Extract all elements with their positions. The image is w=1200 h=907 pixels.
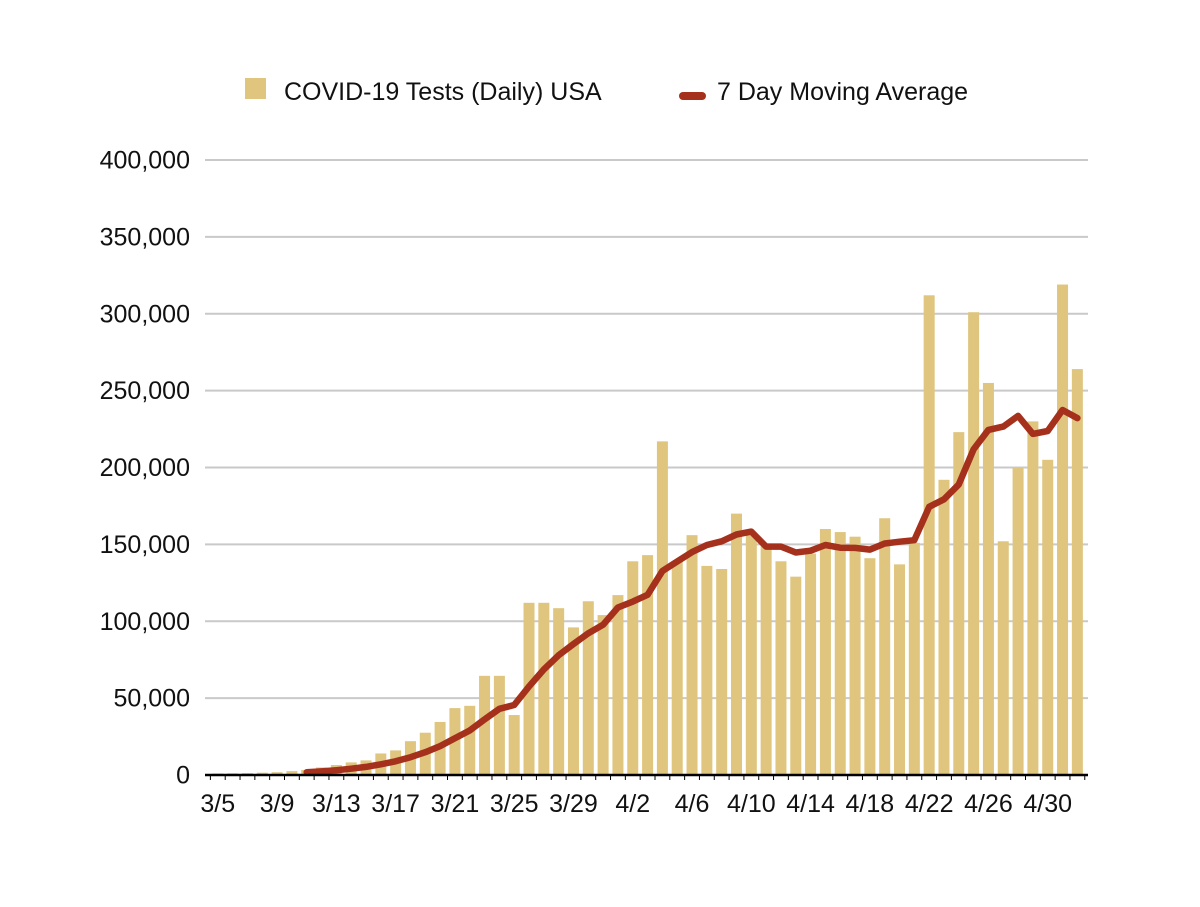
bar (538, 602, 550, 775)
bar (968, 312, 980, 775)
bar (1012, 467, 1024, 775)
gridlines-layer (205, 159, 1088, 700)
bar (894, 564, 906, 775)
y-tick-label: 100,000 (100, 608, 190, 636)
bar (908, 542, 920, 775)
x-tick-label: 4/6 (675, 790, 710, 818)
bar (582, 601, 594, 775)
bar (953, 432, 965, 775)
x-tick-label: 4/26 (964, 790, 1013, 818)
bar (567, 627, 579, 775)
bar (938, 479, 950, 775)
bar (1027, 421, 1039, 775)
bar (597, 615, 609, 775)
bar (493, 675, 505, 775)
bar (286, 771, 298, 775)
bar (671, 561, 683, 775)
y-tick-label: 350,000 (100, 223, 190, 251)
line-series-swatch (679, 92, 706, 100)
bar (731, 513, 742, 775)
x-tick-label: 3/17 (371, 790, 420, 818)
bar (760, 545, 772, 775)
bar (271, 772, 283, 775)
bar (849, 536, 861, 775)
x-tick-label: 3/25 (490, 790, 539, 818)
x-tick-label: 4/2 (615, 790, 650, 818)
moving-average-layer (303, 406, 1081, 776)
bars-layer (212, 284, 1083, 775)
bar (1057, 284, 1069, 775)
x-tick-label: 3/5 (200, 790, 235, 818)
x-tick-label: 3/9 (260, 790, 295, 818)
moving-average-line (303, 406, 1081, 776)
x-tick-label: 4/10 (727, 790, 776, 818)
bar (982, 382, 994, 775)
y-tick-label: 50,000 (114, 685, 190, 713)
x-tick-label: 4/18 (846, 790, 895, 818)
bar (819, 529, 831, 775)
bar (1042, 459, 1054, 775)
bar (642, 555, 654, 775)
bar (775, 561, 787, 775)
y-tick-label: 300,000 (100, 300, 190, 328)
bar (479, 675, 491, 775)
y-tick-label: 250,000 (100, 377, 190, 405)
bar (508, 715, 520, 775)
y-tick-label: 0 (176, 762, 190, 790)
y-tick-label: 400,000 (100, 147, 190, 175)
bar (627, 561, 639, 775)
bar (612, 595, 624, 775)
y-tick-label: 150,000 (100, 531, 190, 559)
bar-series-swatch (245, 78, 266, 99)
bar (997, 541, 1009, 775)
x-tick-label: 3/21 (431, 790, 480, 818)
bar (553, 608, 565, 775)
bar (686, 535, 698, 775)
bar (1071, 369, 1083, 775)
bar-series-label: COVID-19 Tests (Daily) USA (284, 78, 602, 106)
line-series-label: 7 Day Moving Average (717, 78, 968, 106)
y-tick-label: 200,000 (100, 454, 190, 482)
x-tick-label: 3/13 (312, 790, 361, 818)
bar (464, 705, 476, 775)
bar (790, 576, 802, 775)
bar (864, 558, 876, 775)
bar (745, 535, 757, 775)
bar (834, 532, 846, 775)
x-tick-label: 4/22 (905, 790, 954, 818)
chart-legend: COVID-19 Tests (Daily) USA 7 Day Moving … (245, 78, 968, 106)
axis-labels-layer: 0 50,000 100,000 150,000 200,000 250,000 300,0… (100, 147, 1072, 819)
axes-layer (205, 773, 1088, 780)
bar (923, 295, 935, 775)
bar (716, 568, 728, 775)
bar (656, 441, 668, 775)
x-tick-label: 3/29 (549, 790, 598, 818)
bar (701, 565, 713, 775)
bar (879, 518, 891, 775)
x-tick-label: 4/14 (786, 790, 835, 818)
x-tick-label: 4/30 (1023, 790, 1072, 818)
bar (805, 553, 817, 775)
